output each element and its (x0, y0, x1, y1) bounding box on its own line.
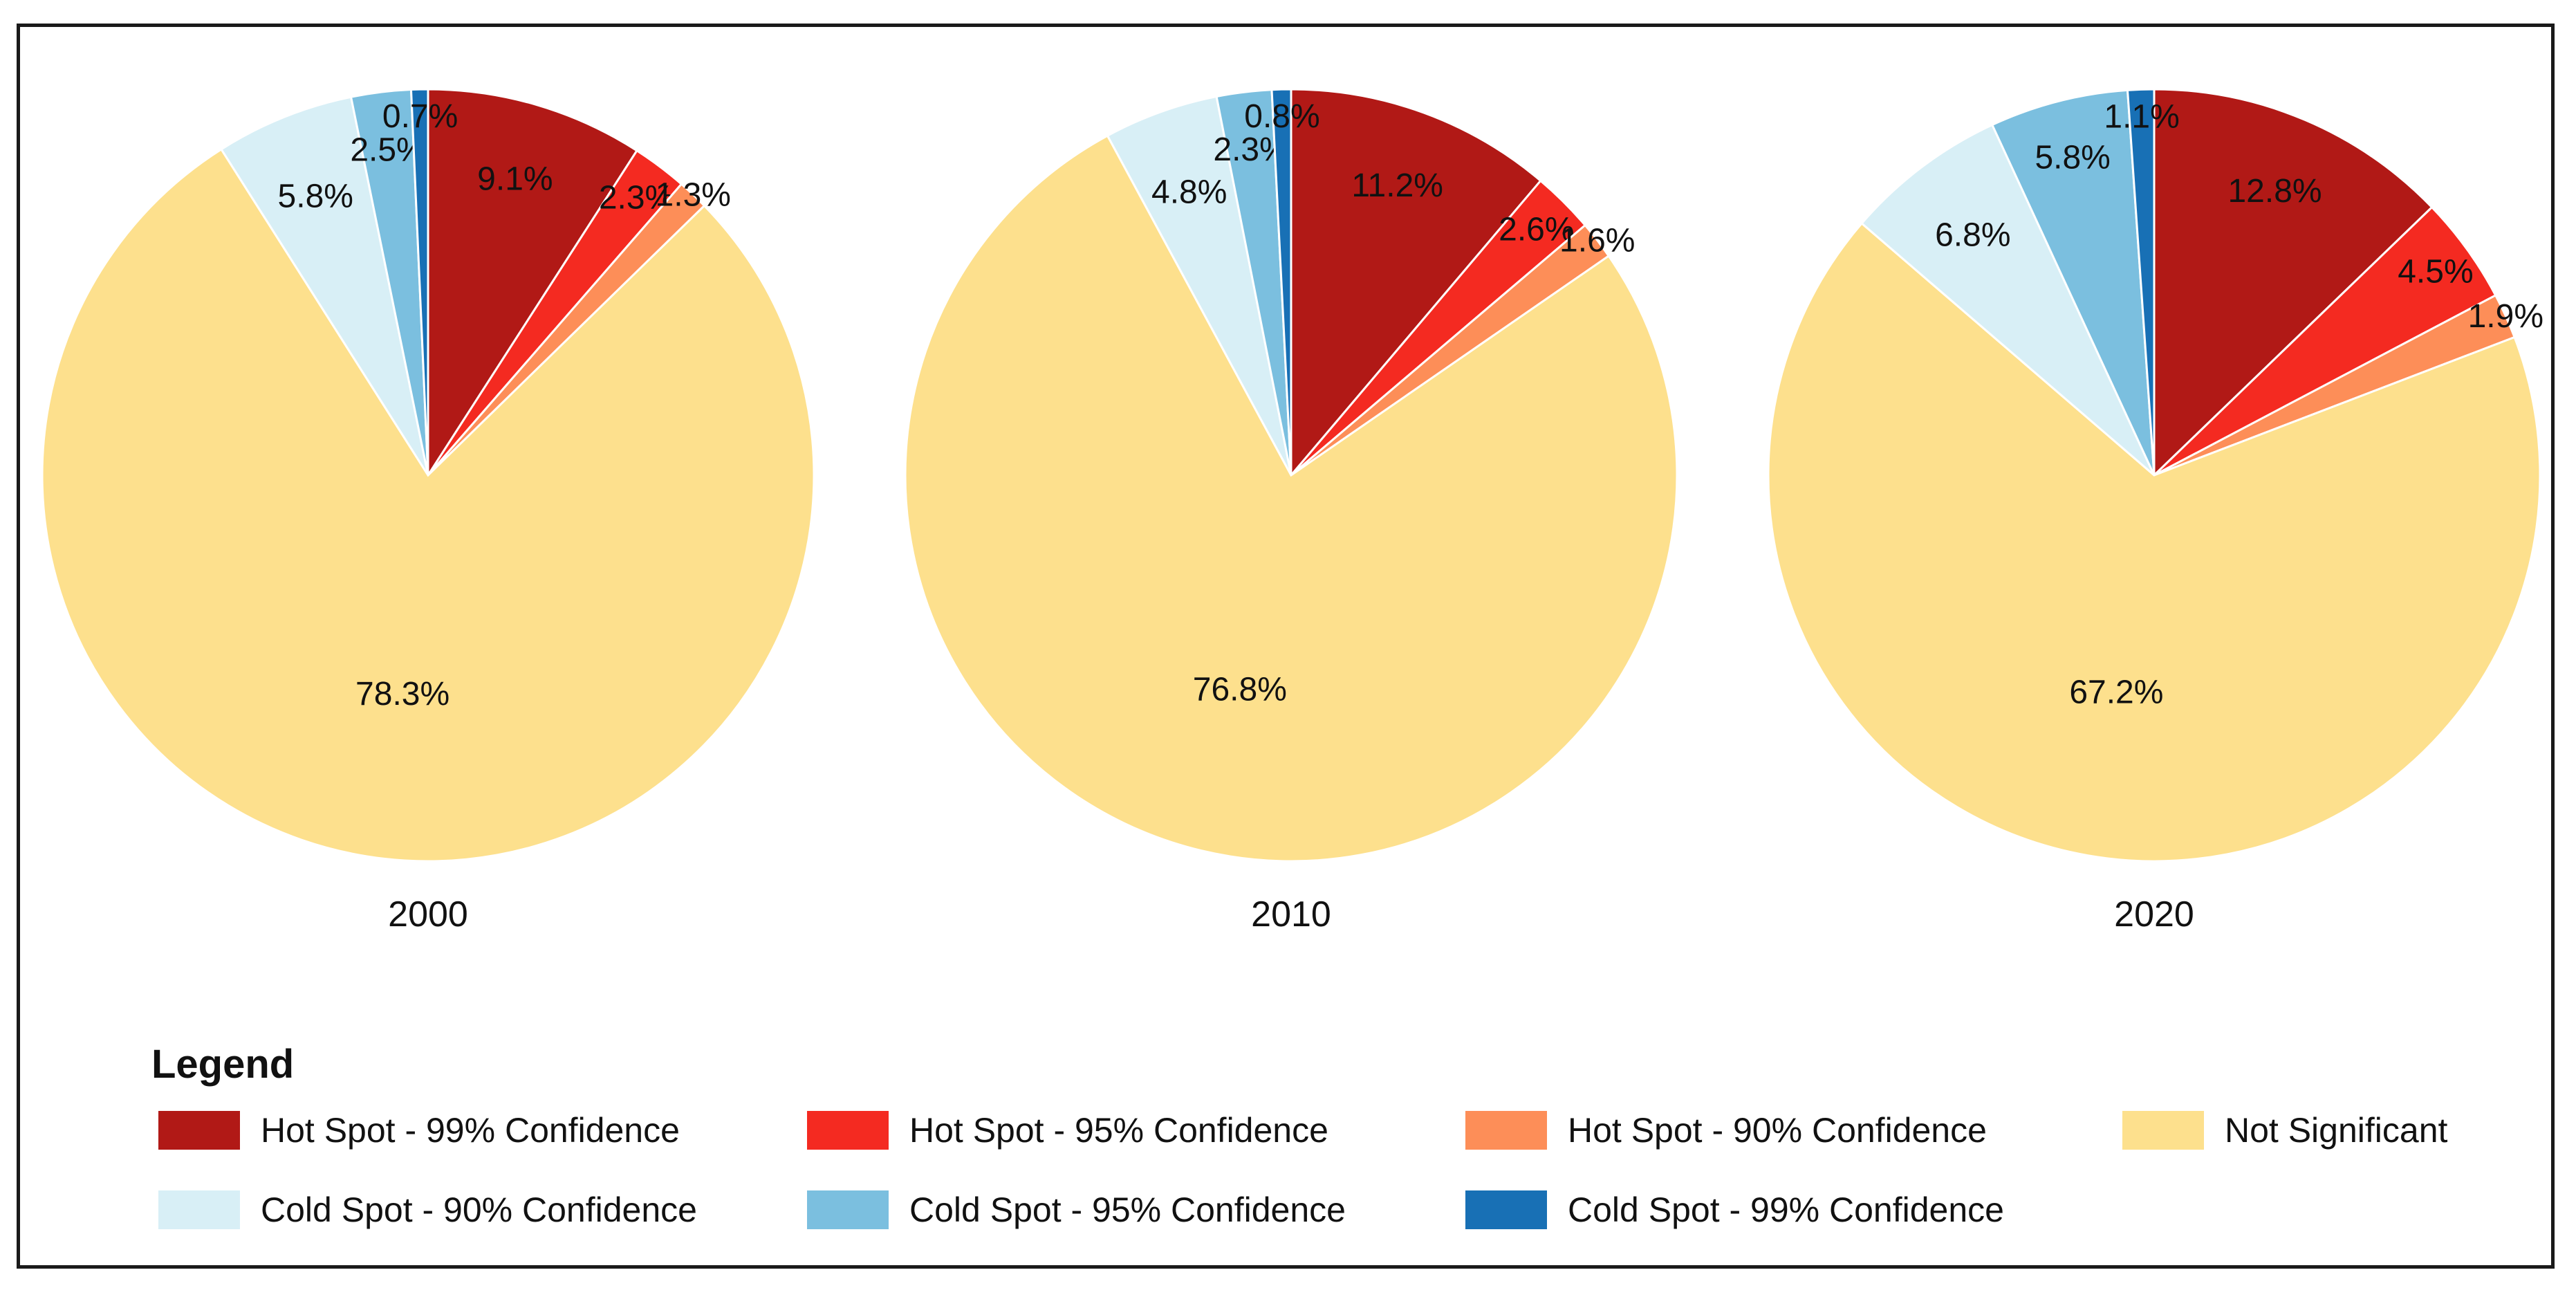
legend-item-hot-95: Hot Spot - 95% Confidence (807, 1110, 1328, 1151)
legend-label: Cold Spot - 90% Confidence (261, 1190, 697, 1229)
legend-item-hot-90: Hot Spot - 90% Confidence (1465, 1110, 1987, 1151)
pie-slice-2010-cold-99 (1270, 88, 1292, 476)
legend-swatch (158, 1190, 240, 1229)
slice-label-2000-hot-99: 9.1% (477, 161, 553, 198)
legend-item-cold-95: Cold Spot - 95% Confidence (807, 1189, 1346, 1231)
pie-slice-2000-cold-99 (409, 88, 429, 476)
legend-label: Cold Spot - 95% Confidence (909, 1190, 1346, 1229)
pie-slice-2000-not-significant (41, 147, 815, 863)
legend-item-cold-99: Cold Spot - 99% Confidence (1465, 1189, 2004, 1231)
pie-title-2000: 2000 (388, 894, 468, 935)
pie-chart-2010: 11.2%2.6%1.6%76.8%4.8%2.3%0.8%2010 (904, 88, 1678, 935)
slice-label-2020-not-significant: 67.2% (2069, 674, 2163, 710)
legend-label: Cold Spot - 99% Confidence (1568, 1190, 2004, 1229)
legend-label: Not Significant (2225, 1111, 2448, 1150)
legend-label: Hot Spot - 95% Confidence (909, 1111, 1328, 1150)
slice-label-2010-hot-90: 1.6% (1559, 222, 1635, 259)
slice-label-2000-cold-90: 5.8% (278, 178, 353, 214)
pie-slice-2020-hot-95 (2153, 205, 2497, 477)
pie-slice-2010-cold-90 (1106, 95, 1292, 476)
slice-label-2020-cold-90: 6.8% (1935, 217, 2010, 254)
slice-label-2020-cold-95: 5.8% (2035, 140, 2110, 176)
pie-slice-2020-not-significant (1767, 221, 2541, 863)
legend-item-cold-90: Cold Spot - 90% Confidence (158, 1189, 697, 1231)
legend-swatch (1465, 1190, 1547, 1229)
legend-swatch (2122, 1111, 2204, 1150)
slice-label-2020-hot-95: 4.5% (2398, 254, 2473, 291)
legend-item-not-significant: Not Significant (2122, 1110, 2447, 1151)
slice-label-2010-hot-99: 11.2% (1351, 167, 1443, 204)
slice-label-2010-cold-99: 0.8% (1244, 98, 1319, 135)
pie-slice-2000-cold-90 (219, 95, 429, 476)
pie-slice-2010-hot-99 (1290, 88, 1542, 479)
slice-label-2010-not-significant: 76.8% (1193, 671, 1287, 708)
slice-label-2020-hot-90: 1.9% (2468, 298, 2543, 335)
legend-swatch (158, 1111, 240, 1150)
pie-chart-2020: 12.8% 4.5% 1.9% 67.2% 6.8% 5.8% 1.1% 2020 (1767, 88, 2543, 935)
pie-charts: 9.1%2.3%1.3%78.3%5.8%2.5%0.7%200011.2%2.… (41, 88, 2543, 935)
figure-frame: 9.1% 2.3% 1.3% 78.3% 5.8% 2.5% 0.7% 2000 11.2% 2.… (17, 24, 2555, 1269)
pie-slice-2000-hot-99 (427, 88, 639, 479)
pie-title-2020: 2020 (2114, 894, 2194, 935)
slice-label-2000-not-significant: 78.3% (355, 676, 450, 712)
slice-label-2000-cold-99: 0.7% (382, 98, 458, 135)
pie-slice-2020-cold-90 (1860, 123, 2156, 477)
pie-slice-2020-cold-99 (2126, 88, 2156, 476)
pie-chart-2000: 9.1%2.3%1.3%78.3%5.8%2.5%0.7%2000 (41, 88, 815, 935)
legend-label: Hot Spot - 99% Confidence (261, 1111, 680, 1150)
legend-title: Legend (151, 1042, 295, 1087)
pie-slice-2020-cold-95 (1990, 89, 2156, 476)
legend-swatch (807, 1190, 889, 1229)
pie-title-2010: 2010 (1251, 894, 1331, 935)
pie-slice-2020-hot-99 (2153, 88, 2434, 478)
slice-label-2020-hot-99: 12.8% (2227, 173, 2322, 210)
legend-swatch (1465, 1111, 1547, 1150)
slice-label-2000-hot-90: 1.3% (656, 176, 731, 213)
legend-label: Hot Spot - 90% Confidence (1568, 1111, 1987, 1150)
legend-swatch (807, 1111, 889, 1150)
pie-slice-2010-not-significant (904, 134, 1678, 863)
slice-label-2010-cold-90: 4.8% (1151, 174, 1227, 210)
legend-item-hot-99: Hot Spot - 99% Confidence (158, 1110, 680, 1151)
slice-label-2020-cold-99: 1.1% (2104, 98, 2179, 135)
slice-label-2010-hot-95: 2.6% (1499, 212, 1574, 248)
